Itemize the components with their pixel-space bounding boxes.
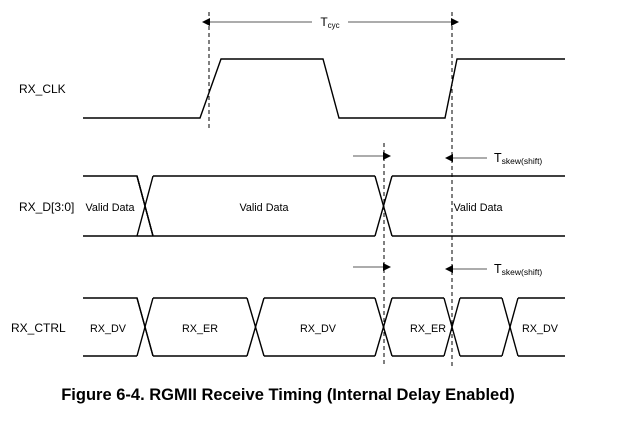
svg-text:Valid Data: Valid Data bbox=[239, 202, 288, 214]
svg-text:RX_CTRL: RX_CTRL bbox=[11, 321, 66, 335]
svg-text:RX_DV: RX_DV bbox=[522, 323, 559, 335]
svg-text:Valid Data: Valid Data bbox=[453, 202, 502, 214]
svg-text:RX_CLK: RX_CLK bbox=[19, 82, 66, 96]
svg-text:Valid Data: Valid Data bbox=[85, 202, 134, 214]
svg-text:RX_ER: RX_ER bbox=[182, 323, 218, 335]
svg-text:RX_ER: RX_ER bbox=[410, 323, 446, 335]
svg-text:RX_DV: RX_DV bbox=[90, 323, 127, 335]
svg-text:Figure 6-4. RGMII Receive Timi: Figure 6-4. RGMII Receive Timing (Intern… bbox=[61, 386, 515, 404]
svg-text:RX_DV: RX_DV bbox=[300, 323, 337, 335]
svg-text:RX_D[3:0]: RX_D[3:0] bbox=[19, 200, 74, 214]
